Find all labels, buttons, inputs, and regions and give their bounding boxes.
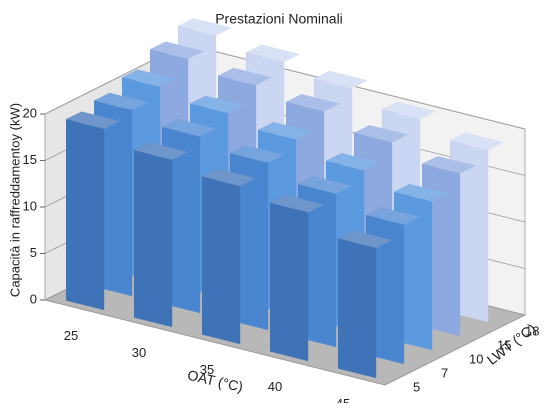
bar-top-face — [286, 94, 340, 112]
bar-top-face — [314, 70, 368, 89]
series-tick-label: 15 — [497, 337, 511, 352]
bar-top-face — [450, 132, 504, 151]
bar — [338, 230, 392, 379]
series-tick-label: 10 — [469, 351, 483, 366]
bar-front-face — [270, 202, 309, 362]
bar-top-face — [270, 195, 324, 213]
y-tick-label: 10 — [23, 198, 37, 213]
bar-front-face — [202, 176, 241, 345]
bar-top-face — [134, 142, 188, 160]
bar-top-face — [122, 69, 176, 87]
bar-top-face — [190, 95, 244, 114]
x-tick-label: 25 — [64, 328, 78, 343]
bar-top-face — [178, 18, 232, 36]
y-axis-title: Capacità in raffreddamentoy (kW) — [7, 103, 22, 297]
series-tick-label: 18 — [525, 323, 539, 338]
x-tick-label: 30 — [132, 345, 146, 360]
x-tick-label: 35 — [200, 362, 214, 377]
series-tick-label: 7 — [441, 365, 448, 380]
x-tick-label: 40 — [268, 379, 282, 394]
bar-top-face — [258, 122, 312, 140]
x-axis-title: OAT (°C) — [186, 367, 245, 395]
bar — [270, 195, 324, 362]
bar — [202, 168, 256, 345]
bar-top-face — [338, 230, 392, 248]
x-tick-label: 45 — [336, 396, 350, 403]
y-tick-label: 20 — [23, 105, 37, 120]
bar-top-face — [326, 153, 380, 171]
bar-top-face — [382, 101, 436, 120]
bar-front-face — [338, 238, 377, 379]
bar-top-face — [66, 111, 120, 129]
bar-top-face — [298, 176, 352, 194]
bar-top-face — [202, 168, 256, 187]
bar-top-face — [246, 44, 300, 62]
bar — [66, 111, 120, 311]
series-tick-label: 5 — [413, 379, 420, 394]
y-tick-label: 15 — [23, 152, 37, 167]
bar-front-face — [134, 150, 173, 328]
bar — [134, 142, 188, 328]
bar-top-face — [94, 92, 148, 111]
chart-title: Prestazioni Nominali — [215, 11, 343, 27]
bar-top-face — [366, 207, 420, 225]
bar-top-face — [394, 184, 448, 202]
bar-top-face — [230, 145, 284, 163]
bar-top-face — [354, 125, 408, 143]
bar-top-face — [218, 67, 272, 86]
bar-top-face — [162, 119, 216, 137]
y-tick-label: 5 — [30, 245, 37, 260]
bar-top-face — [150, 41, 204, 59]
y-tick-label: 0 — [30, 291, 37, 306]
bar-top-face — [422, 156, 476, 174]
bar-front-face — [66, 119, 105, 311]
